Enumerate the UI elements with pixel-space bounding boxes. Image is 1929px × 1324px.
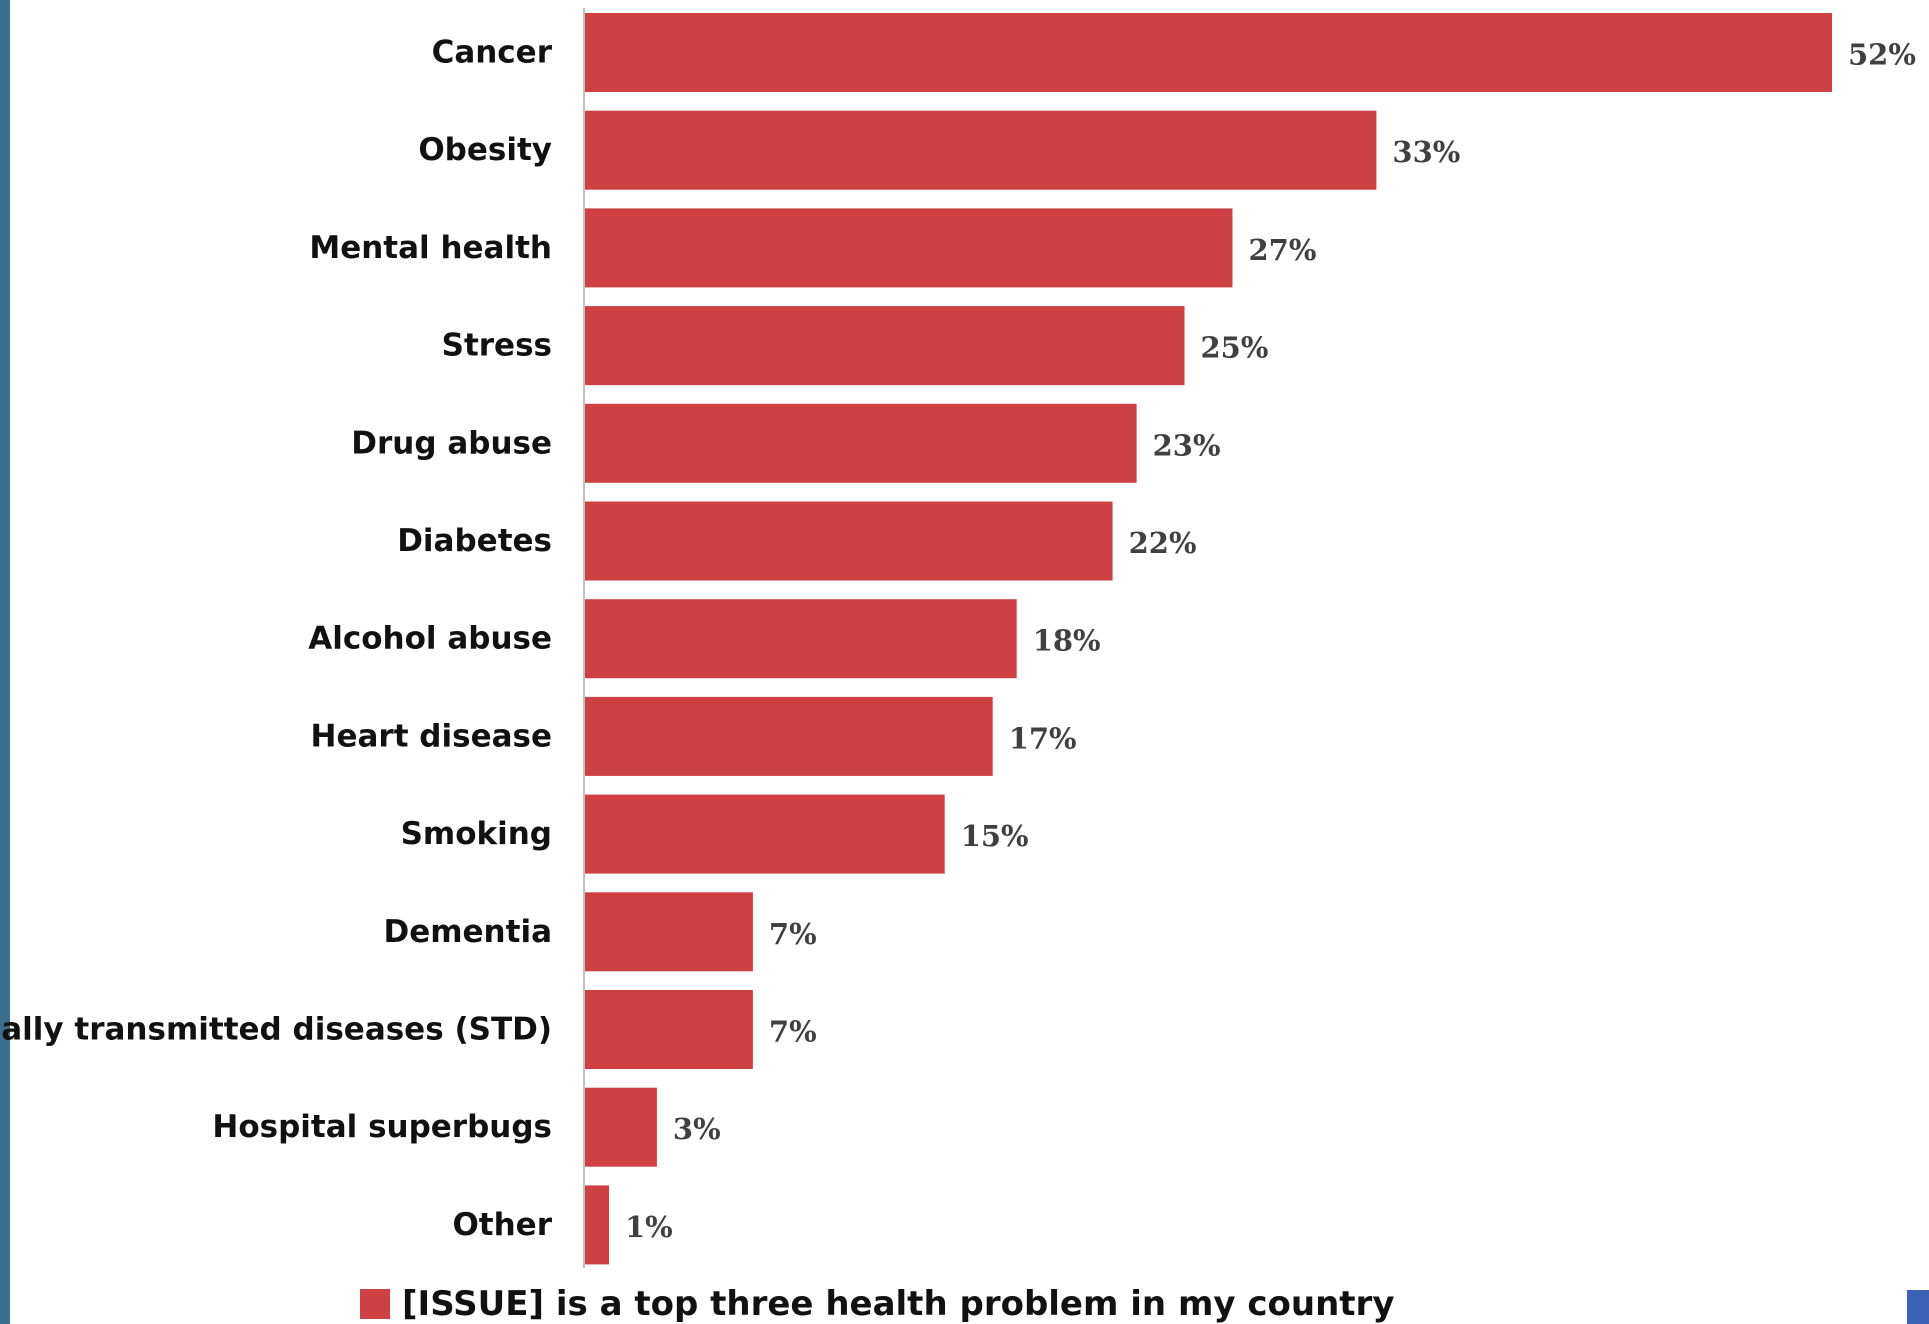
bars-group <box>585 13 1832 1265</box>
category-label: Dementia <box>383 914 552 950</box>
value-label: 22% <box>1129 526 1197 560</box>
category-label: Smoking <box>401 816 552 852</box>
category-label: Hospital superbugs <box>212 1109 552 1145</box>
value-label: 17% <box>1009 721 1077 755</box>
category-label: Heart disease <box>311 718 552 754</box>
bar <box>585 208 1233 288</box>
value-label: 3% <box>673 1112 721 1146</box>
corner-marker <box>1907 1290 1929 1324</box>
value-label: 25% <box>1201 331 1269 365</box>
value-label: 23% <box>1153 428 1221 462</box>
bar <box>585 13 1832 92</box>
value-label: 33% <box>1392 135 1460 169</box>
bar <box>585 990 753 1069</box>
bar <box>585 110 1377 190</box>
category-label: Mental health <box>309 230 552 266</box>
bar <box>585 1185 609 1265</box>
value-label: 18% <box>1033 624 1101 658</box>
legend-swatch <box>360 1289 390 1319</box>
bar <box>585 794 945 874</box>
bar <box>585 403 1137 483</box>
category-label: Drug abuse <box>351 425 552 461</box>
category-labels-group: Cancer Obesity Mental health Stress Drug abu… <box>0 35 553 1243</box>
category-label: Sexually transmitted diseases (STD) <box>0 1012 552 1048</box>
category-label: Diabetes <box>397 523 552 559</box>
value-label: 7% <box>769 1015 817 1049</box>
bar <box>585 501 1113 581</box>
value-label: 7% <box>769 917 817 951</box>
category-label: Other <box>452 1207 552 1243</box>
legend-label: [ISSUE] is a top three health problem in… <box>402 1284 1395 1324</box>
bar <box>585 1087 657 1167</box>
category-label: Obesity <box>418 132 552 168</box>
category-label: Stress <box>442 328 552 364</box>
value-label: 27% <box>1249 233 1317 267</box>
category-label: Cancer <box>432 35 553 71</box>
category-label: Alcohol abuse <box>308 621 552 657</box>
left-edge-stripe <box>0 0 10 1324</box>
value-labels-group: 52% 33% 27% 25% 23% 22% 18% 17% 15% 7% 7% 3% 1% <box>625 38 1916 1244</box>
value-label: 1% <box>625 1210 673 1244</box>
value-label: 15% <box>961 819 1029 853</box>
bar <box>585 599 1017 679</box>
bar <box>585 892 753 972</box>
value-label: 52% <box>1848 38 1916 72</box>
bar <box>585 696 993 776</box>
bar <box>585 306 1185 386</box>
legend: [ISSUE] is a top three health problem in… <box>360 1284 1395 1324</box>
